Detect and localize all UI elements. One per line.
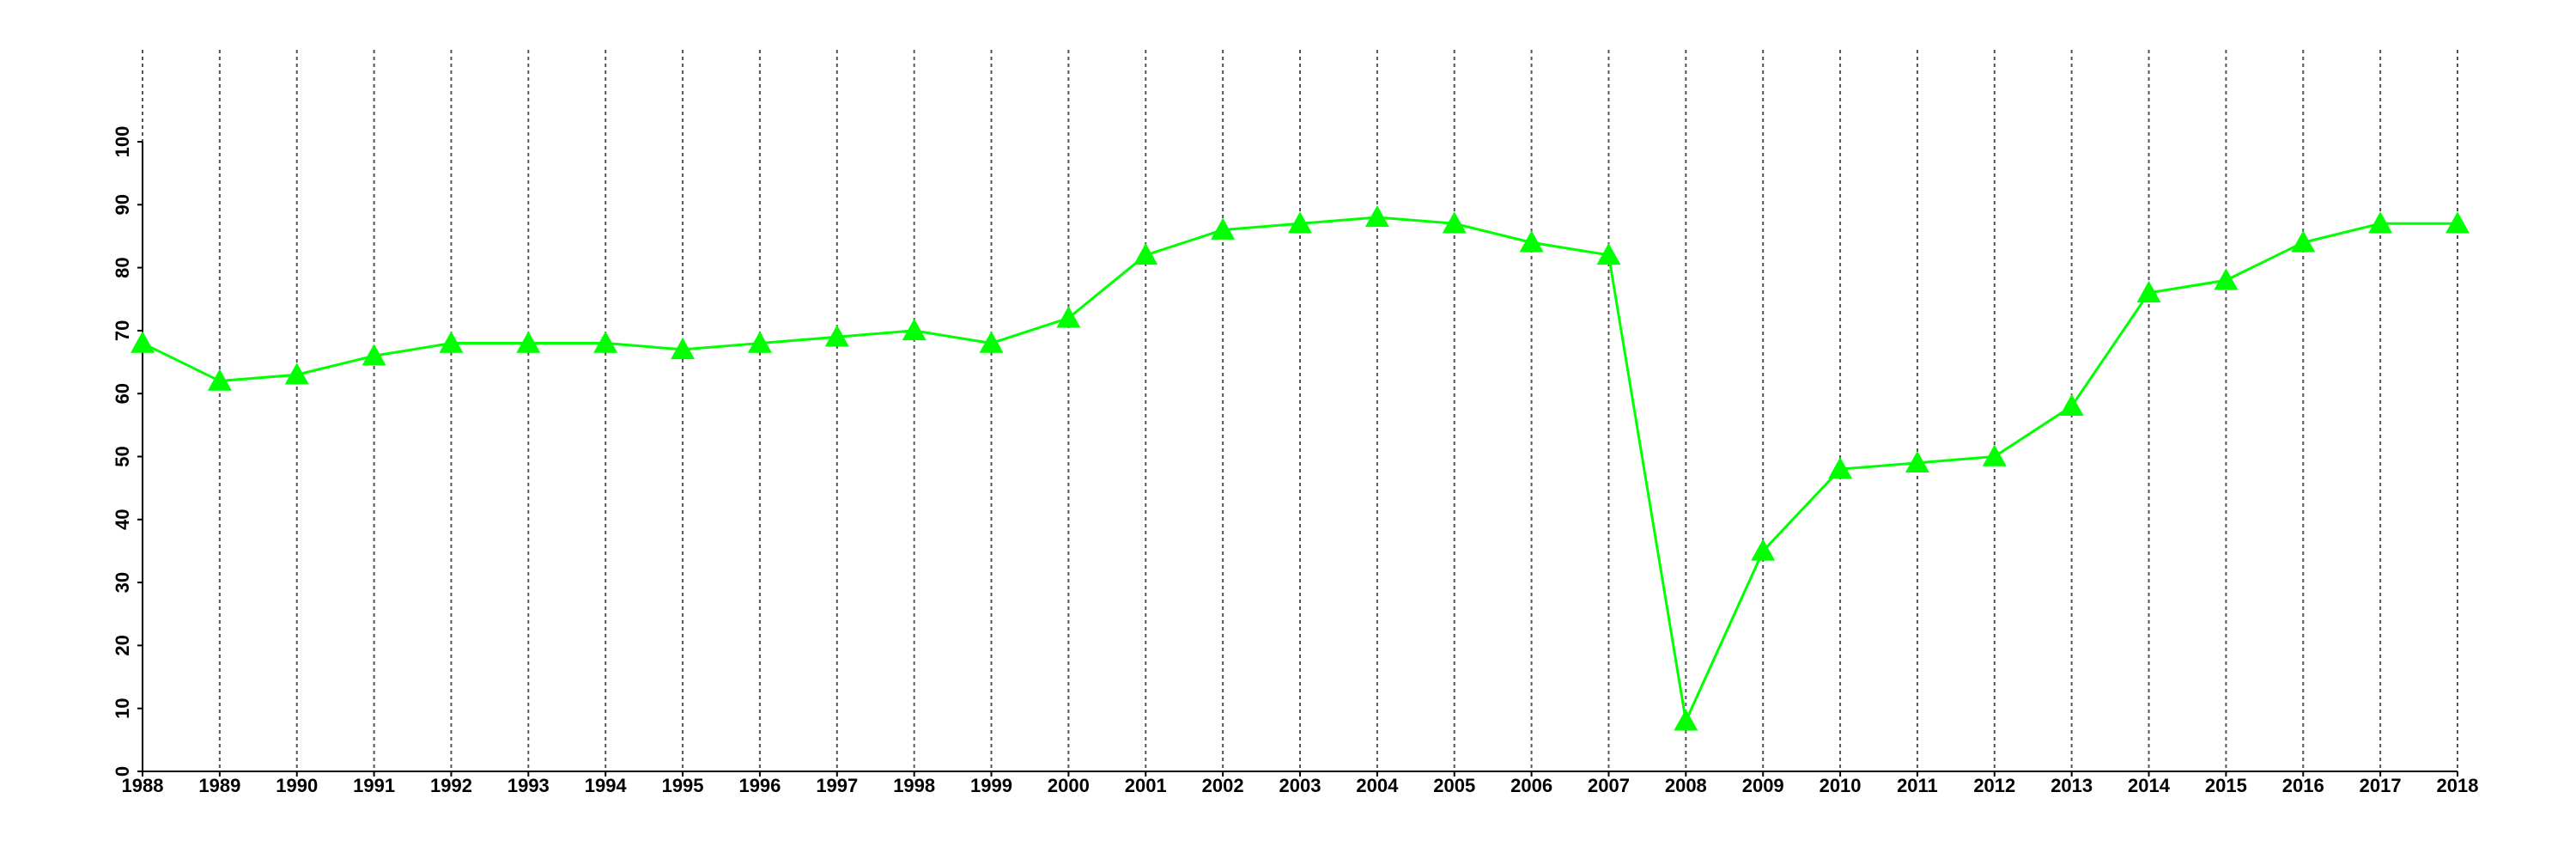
- x-tick-label: 2004: [1356, 775, 1399, 796]
- marker: [1056, 306, 1081, 328]
- y-tick-label: 20: [112, 635, 133, 655]
- marker: [207, 369, 232, 391]
- y-tick-label: 30: [112, 572, 133, 593]
- x-tick-label: 2011: [1897, 775, 1938, 796]
- x-tick-label: 1989: [198, 775, 240, 796]
- y-tick-label: 60: [112, 383, 133, 404]
- marker: [284, 362, 309, 385]
- x-tick-label: 1993: [507, 775, 550, 796]
- marker: [2291, 230, 2316, 253]
- y-tick-label: 80: [112, 257, 133, 277]
- marker: [516, 331, 541, 353]
- x-tick-label: 2015: [2205, 775, 2247, 796]
- marker: [2368, 211, 2393, 234]
- marker: [593, 331, 618, 353]
- x-tick-label: 1997: [816, 775, 858, 796]
- x-tick-label: 2006: [1510, 775, 1552, 796]
- y-tick-label: 0: [112, 766, 133, 777]
- x-tick-label: 2007: [1588, 775, 1630, 796]
- marker: [1133, 242, 1158, 265]
- marker: [1982, 444, 2007, 466]
- x-tick-label: 2010: [1820, 775, 1862, 796]
- x-tick-label: 2000: [1048, 775, 1090, 796]
- x-tick-label: 1991: [353, 775, 395, 796]
- marker: [1211, 217, 1236, 240]
- marker: [1828, 457, 1853, 479]
- y-tick-label: 10: [112, 698, 133, 718]
- x-tick-label: 2013: [2050, 775, 2093, 796]
- y-tick-label: 50: [112, 446, 133, 466]
- y-tick-label: 100: [112, 126, 133, 158]
- marker: [824, 325, 849, 347]
- x-tick-label: 2016: [2282, 775, 2324, 796]
- marker: [1442, 211, 1467, 234]
- marker: [902, 318, 927, 341]
- marker: [2445, 211, 2470, 234]
- marker: [747, 331, 772, 353]
- marker: [131, 331, 155, 353]
- x-tick-label: 1995: [662, 775, 704, 796]
- marker: [979, 331, 1004, 353]
- marker: [671, 337, 696, 360]
- marker: [1364, 204, 1389, 228]
- x-tick-label: 2014: [2128, 775, 2171, 796]
- x-tick-label: 2003: [1279, 775, 1321, 796]
- x-tick-label: 2005: [1433, 775, 1475, 796]
- x-tick-label: 2001: [1125, 775, 1167, 796]
- x-tick-label: 2008: [1665, 775, 1707, 796]
- x-tick-label: 2009: [1742, 775, 1784, 796]
- marker: [2214, 268, 2239, 290]
- x-tick-label: 2017: [2360, 775, 2402, 796]
- marker: [1674, 709, 1698, 731]
- marker: [1519, 230, 1544, 253]
- marker: [1288, 211, 1312, 234]
- y-tick-label: 90: [112, 194, 133, 215]
- x-tick-label: 1996: [738, 775, 781, 796]
- y-tick-label: 40: [112, 509, 133, 530]
- marker: [361, 344, 386, 366]
- x-tick-label: 1992: [430, 775, 472, 796]
- x-tick-label: 1999: [970, 775, 1012, 796]
- x-tick-label: 2002: [1202, 775, 1244, 796]
- x-tick-label: 2012: [1973, 775, 2015, 796]
- marker: [1905, 450, 1929, 473]
- marker: [1751, 539, 1776, 561]
- marker: [2136, 280, 2161, 303]
- x-tick-label: 1994: [585, 775, 628, 796]
- marker: [2059, 393, 2084, 417]
- x-tick-label: 1990: [276, 775, 318, 796]
- x-tick-label: 1988: [122, 775, 164, 796]
- x-tick-label: 1998: [893, 775, 935, 796]
- x-tick-label: 2018: [2437, 775, 2479, 796]
- y-tick-label: 70: [112, 320, 133, 341]
- marker: [1596, 242, 1621, 265]
- marker: [439, 331, 464, 353]
